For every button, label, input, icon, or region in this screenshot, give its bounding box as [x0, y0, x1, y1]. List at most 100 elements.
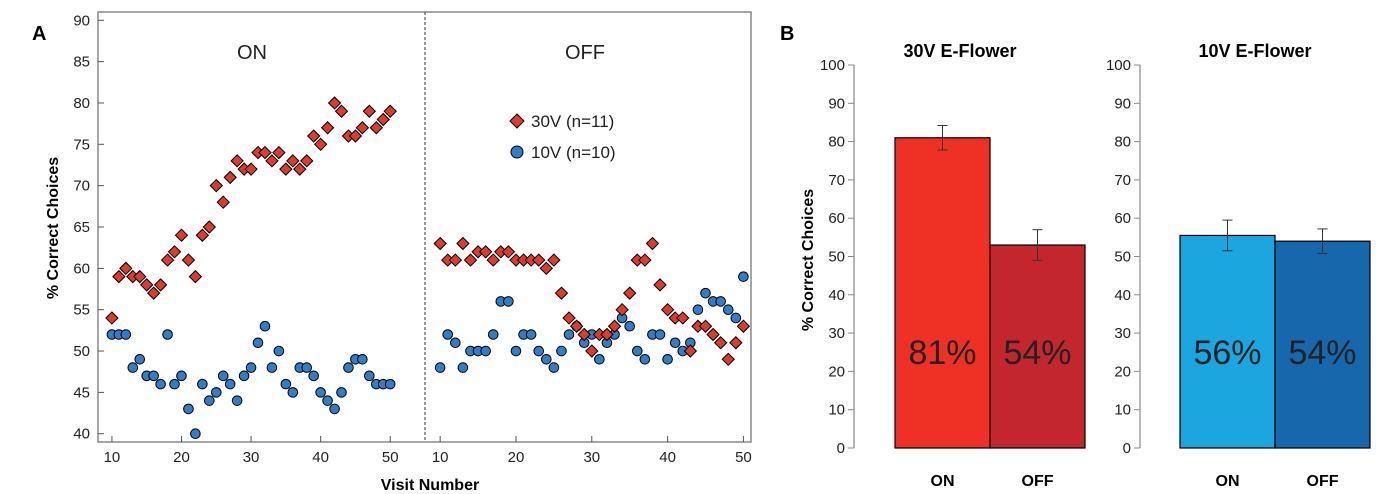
data-point-10v [162, 329, 173, 340]
data-point-30v [348, 129, 363, 143]
data-point-30v [638, 253, 652, 267]
bar-chart-10v-bars: 56% ON 54% OFF [1179, 219, 1371, 490]
data-point-10v [730, 312, 742, 324]
y-tick-label: 55 [73, 302, 90, 319]
data-point-10v [700, 287, 711, 299]
data-point-10v [662, 354, 673, 365]
data-point-30v [383, 104, 397, 118]
data-point-30v [139, 278, 154, 292]
data-point-30v [181, 253, 196, 267]
legend-entry-10v: 10V (n=10) [531, 143, 616, 162]
data-point-30v [622, 286, 637, 300]
x-tick-label: 30 [583, 449, 600, 466]
data-point-10v [541, 354, 552, 365]
data-point-10v [134, 354, 146, 365]
section-label-off: OFF [565, 42, 605, 64]
data-point-10v [217, 370, 229, 382]
data-point-30v [355, 121, 370, 135]
bar-value-label: 81% [908, 334, 976, 372]
y-tick-label: 40 [73, 426, 90, 443]
y-tick-label: 60 [73, 260, 90, 277]
data-point-10v [631, 345, 643, 357]
data-point-30v [600, 327, 614, 342]
data-point-10v [548, 362, 560, 373]
bar [894, 137, 991, 449]
y-tick-label: 100 [820, 57, 845, 74]
y-tick-label: 90 [1114, 95, 1131, 112]
x-tick-label: 20 [173, 449, 190, 466]
bar [989, 244, 1086, 449]
legend-entry-30v: 30V (n=11) [531, 112, 614, 131]
data-point-30v [554, 286, 569, 300]
y-tick-label: 60 [828, 210, 845, 227]
data-point-30v [334, 104, 349, 118]
data-point-30v [209, 178, 223, 193]
data-point-10v [280, 378, 292, 390]
data-point-30v [660, 302, 675, 317]
data-point-10v [722, 304, 734, 315]
data-point-30v [265, 154, 279, 168]
data-point-10v [480, 345, 491, 357]
data-point-10v [654, 329, 666, 340]
scatter-chart: 40 45 50 55 60 65 70 75 80 85 90 10 20 30 40 50 10 20 30 4… [45, 11, 752, 494]
category-label: OFF [1022, 473, 1054, 490]
data-point-30v [721, 352, 735, 367]
data-point-30v [736, 319, 751, 333]
y-tick-label: 90 [73, 12, 90, 29]
data-point-10v [503, 296, 514, 307]
data-point-30v [569, 319, 584, 333]
data-point-30v [585, 344, 599, 358]
data-point-10v [238, 370, 250, 382]
data-point-30v [376, 112, 390, 127]
data-point-30v [146, 286, 161, 300]
scatter-marks [105, 96, 751, 440]
data-point-10v [127, 362, 139, 373]
data-point-10v [738, 271, 749, 282]
data-point-10v [266, 362, 278, 373]
data-point-30v [293, 162, 307, 176]
bar-value-label: 54% [1288, 334, 1356, 372]
category-label: ON [931, 473, 955, 490]
data-point-10v [315, 387, 326, 398]
panel-label-b: B [780, 23, 794, 45]
data-point-30v [286, 154, 300, 168]
data-point-10v [120, 329, 132, 340]
y-tick-label: 45 [73, 384, 90, 401]
data-point-10v [322, 395, 333, 406]
bar-chart-10v-y-axis: 0 10 20 30 40 50 60 70 80 90 100 [1106, 57, 1141, 457]
data-point-30v [279, 162, 293, 176]
y-tick-label: 75 [73, 136, 90, 153]
bar-chart-30v: 30V E-Flower % Correct Choices 0 10 20 30 40… [800, 41, 1086, 490]
data-point-30v [112, 269, 126, 284]
data-point-10v [155, 378, 166, 390]
data-point-30v [300, 154, 314, 168]
category-label: ON [1216, 473, 1240, 490]
data-point-30v [456, 236, 470, 251]
data-point-30v [369, 121, 384, 135]
data-point-30v [577, 327, 591, 342]
data-point-10v [224, 378, 236, 390]
bar-chart-10v-title: 10V E-Flower [1198, 41, 1311, 61]
data-point-30v [188, 269, 203, 284]
x-tick-label: 10 [104, 449, 121, 466]
data-point-10v [329, 403, 340, 415]
scatter-x-axis-title: Visit Number [381, 477, 479, 494]
x-tick-label: 40 [312, 449, 329, 466]
y-tick-label: 0 [837, 440, 845, 457]
data-point-10v [336, 387, 347, 398]
data-point-10v [197, 378, 208, 390]
data-point-30v [258, 145, 272, 160]
data-point-30v [645, 236, 660, 251]
data-point-10v [308, 370, 319, 382]
panel-label-a: A [32, 23, 46, 45]
scatter-x-ticks: 10 20 30 40 50 10 20 30 40 50 [104, 436, 752, 466]
data-point-10v [204, 395, 215, 406]
x-tick-label: 40 [659, 449, 676, 466]
data-point-10v [442, 329, 454, 340]
data-point-10v [210, 387, 222, 398]
x-tick-label: 50 [382, 449, 399, 466]
data-point-30v [501, 245, 516, 259]
data-point-10v [715, 296, 726, 307]
y-tick-label: 70 [1114, 172, 1131, 189]
